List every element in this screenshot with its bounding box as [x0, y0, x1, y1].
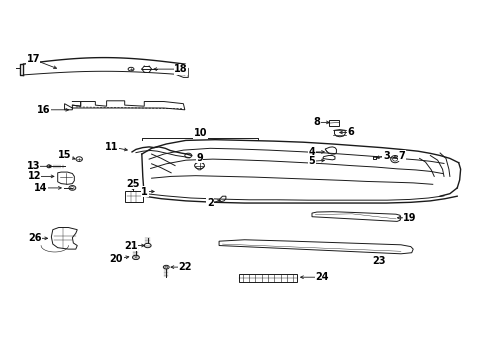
- Text: 2: 2: [206, 198, 213, 208]
- Text: 18: 18: [174, 64, 187, 74]
- Text: 25: 25: [126, 179, 140, 189]
- Text: 20: 20: [109, 254, 123, 264]
- Text: 21: 21: [124, 240, 138, 251]
- Text: 11: 11: [104, 142, 118, 152]
- Text: 6: 6: [347, 127, 354, 138]
- Text: 15: 15: [58, 150, 71, 160]
- Text: 12: 12: [27, 171, 41, 181]
- Text: 24: 24: [314, 272, 328, 282]
- Text: 8: 8: [313, 117, 320, 127]
- Text: 19: 19: [402, 213, 416, 223]
- Text: 1: 1: [141, 186, 148, 197]
- Text: 23: 23: [371, 256, 385, 266]
- Text: 26: 26: [28, 233, 42, 243]
- Text: 3: 3: [382, 150, 389, 161]
- Text: 10: 10: [193, 128, 207, 138]
- Bar: [124, 191, 143, 202]
- Text: 16: 16: [37, 105, 51, 115]
- Text: 4: 4: [308, 147, 315, 157]
- Text: 5: 5: [308, 156, 315, 166]
- Text: 13: 13: [26, 161, 40, 171]
- Text: 7: 7: [398, 150, 405, 161]
- Text: 17: 17: [26, 54, 40, 64]
- Text: 14: 14: [34, 183, 47, 193]
- Text: 9: 9: [196, 153, 203, 163]
- Text: 22: 22: [178, 262, 191, 272]
